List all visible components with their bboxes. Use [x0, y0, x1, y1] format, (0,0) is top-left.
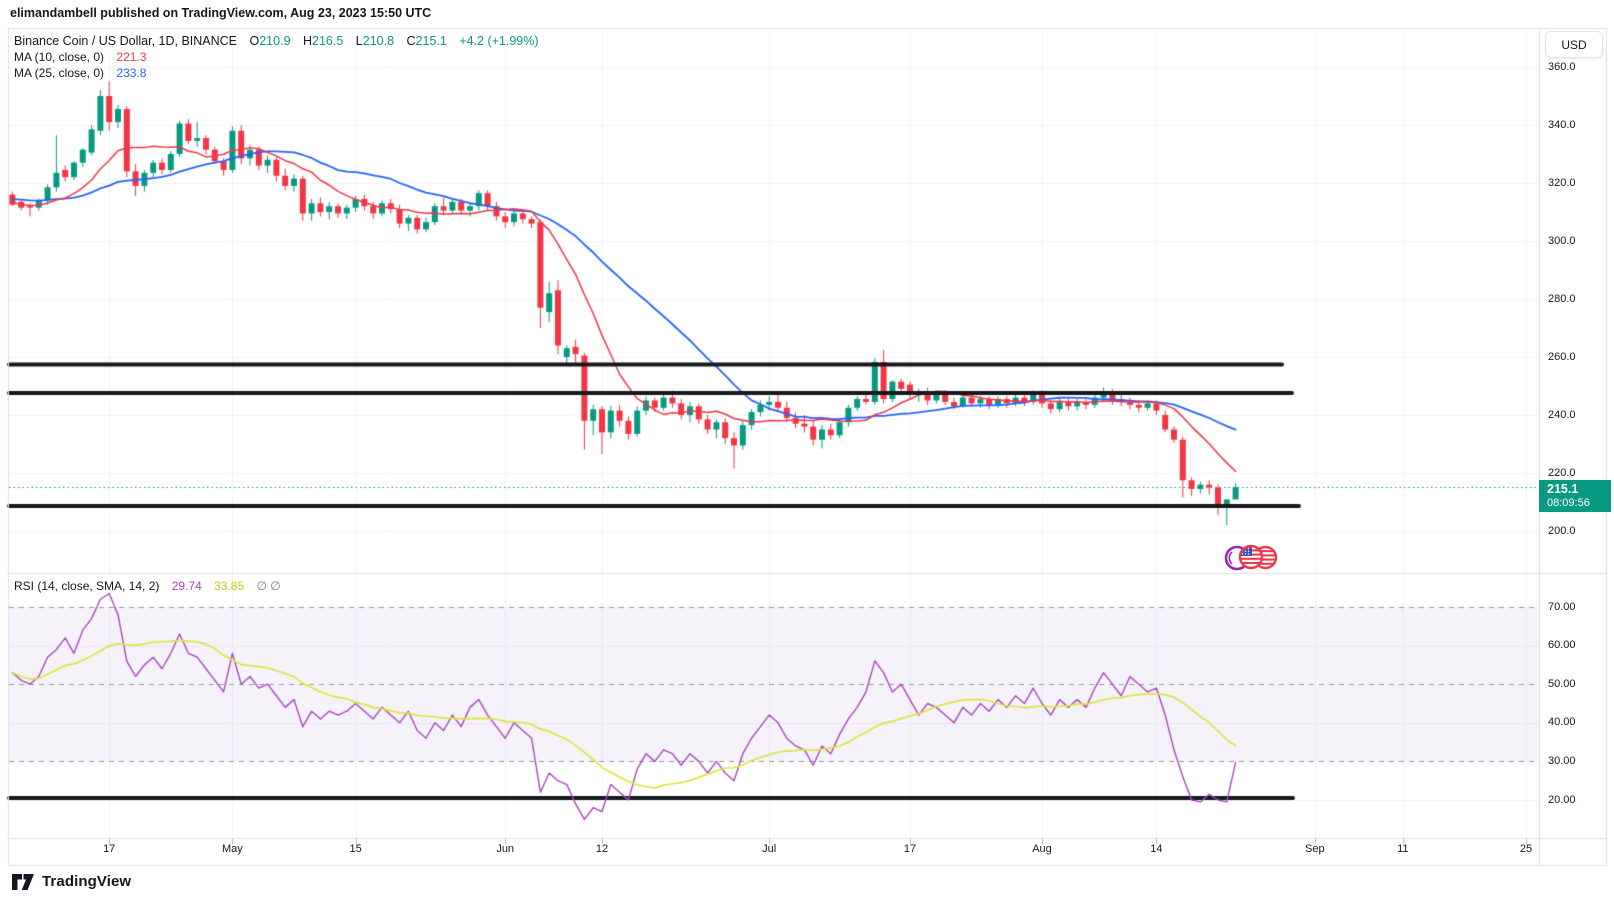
ohlc-change: +4.2 (+1.99%) [459, 34, 539, 48]
price-axis-label: 300.0 [1548, 234, 1576, 247]
price-axis-label: 260.0 [1548, 350, 1576, 363]
date-axis-label: 17 [903, 843, 917, 855]
symbol-legend: Binance Coin / US Dollar, 1D, BINANCE O2… [14, 34, 539, 48]
tradingview-logo[interactable]: TradingView [12, 873, 131, 890]
rsi-band-values: ∅ ∅ [256, 579, 281, 593]
rsi-legend: RSI (14, close, SMA, 14, 2) 29.74 33.85 … [14, 579, 281, 593]
ma25-legend: MA (25, close, 0) 233.8 [14, 66, 147, 80]
ma25-value: 233.8 [116, 66, 147, 80]
price-axis-label: 280.0 [1548, 292, 1576, 305]
symbol-title: Binance Coin / US Dollar, 1D, BINANCE [14, 34, 238, 48]
date-axis-label: 15 [349, 843, 362, 855]
price-axis-label: 340.0 [1548, 118, 1576, 131]
ma10-legend: MA (10, close, 0) 221.3 [14, 50, 147, 64]
rsi-axis-label: 50.00 [1548, 677, 1576, 690]
ohlc-open: O210.9 [249, 34, 291, 48]
date-axis-label: Sep [1305, 843, 1325, 855]
rsi-value: 29.74 [171, 579, 202, 593]
date-axis-label: 25 [1519, 843, 1533, 855]
price-axis-label: 360.0 [1548, 60, 1576, 73]
ohlc-high: H216.5 [303, 34, 344, 48]
current-price-badge: 215.1 08:09:56 [1539, 480, 1611, 512]
rsi-axis-label: 40.00 [1548, 716, 1576, 729]
ma10-value: 221.3 [116, 50, 147, 64]
usd-flag-pair-icon [1224, 544, 1278, 571]
rsi-sma-value: 33.85 [214, 579, 245, 593]
rsi-axis-label: 20.00 [1548, 793, 1576, 806]
date-axis-label: 11 [1397, 843, 1409, 855]
date-axis-label: 17 [103, 843, 116, 855]
price-axis-label: 240.0 [1548, 408, 1576, 421]
price-axis-label: 220.0 [1548, 466, 1576, 479]
rsi-axis-label: 70.00 [1548, 600, 1576, 613]
price-axis-label: 320.0 [1548, 176, 1576, 189]
date-axis-label: Jun [496, 843, 515, 855]
date-axis-label: 14 [1150, 843, 1163, 855]
rsi-axis-label: 30.00 [1548, 754, 1576, 767]
published-byline: elimandambell published on TradingView.c… [10, 6, 432, 20]
current-price-value: 215.1 [1547, 482, 1579, 496]
ohlc-close: C215.1 [406, 34, 447, 48]
tradingview-logo-icon [12, 873, 34, 890]
ohlc-low: L210.8 [355, 34, 395, 48]
date-axis-label: Aug [1032, 843, 1052, 855]
tradingview-logo-text: TradingView [42, 873, 132, 890]
date-axis-label: Jul [762, 843, 777, 855]
bar-countdown: 08:09:56 [1547, 497, 1590, 509]
date-axis-label: May [222, 843, 243, 855]
price-axis-label: 200.0 [1548, 524, 1576, 537]
rsi-axis-label: 60.00 [1548, 639, 1576, 652]
currency-toggle-button[interactable]: USD [1545, 31, 1603, 58]
date-axis-label: 12 [595, 843, 609, 855]
